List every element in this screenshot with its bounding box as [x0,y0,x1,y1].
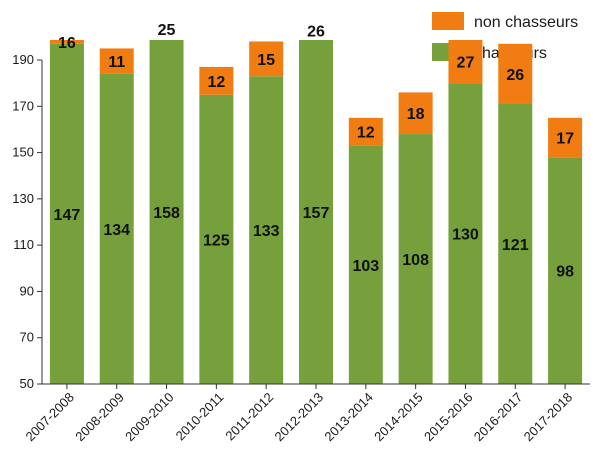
bar-segment-chasseurs [299,40,333,384]
bar-segment-non-chasseurs [49,40,84,44]
data-label: 11 [108,54,125,71]
bar-segment-chasseurs [498,103,533,384]
x-tick-label: 2010-2011 [173,390,227,444]
data-label: 26 [506,67,524,84]
data-label: 108 [402,252,429,269]
bar-segment-chasseurs [99,73,134,384]
data-label: 130 [452,227,479,244]
data-label: 26 [307,23,325,40]
y-tick-label: 150 [12,145,34,160]
bar-segment-non-chasseurs [348,117,383,146]
bar-segment-chasseurs [49,43,84,385]
y-tick-label: 110 [13,237,34,252]
x-tick-label: 2012-2013 [272,390,327,445]
legend-item: non chasseurs [432,12,578,31]
y-tick-label: 70 [20,330,34,345]
bar-group: 157 26 [299,23,333,384]
x-tick-label: 2008-2009 [72,390,127,445]
x-tick-label: 2017-2018 [521,390,576,445]
bar-group: 133 15 [249,41,284,384]
bar-group: 121 26 [498,43,533,384]
bar-segment-chasseurs [348,145,383,384]
data-label: 12 [357,125,375,142]
bar-segment-non-chasseurs [448,40,483,84]
bar-segment-non-chasseurs [199,66,234,95]
y-axis: 50 70 90 110 130 150 170 190 [12,52,43,391]
bar-segment-chasseurs [448,83,483,385]
data-label: 147 [54,207,81,224]
data-label: 18 [407,106,425,123]
bar-segment-chasseurs [149,40,184,384]
bar-segment-non-chasseurs [398,92,433,135]
bar-group: 125 12 [199,66,234,384]
y-tick-label: 130 [12,191,34,206]
data-label: 125 [203,232,230,249]
x-tick-label: 2011-2012 [222,390,276,444]
data-label: 134 [103,222,130,239]
legend-label: non chasseurs [474,14,578,31]
x-tick-label: 2007-2008 [22,390,77,445]
data-label: 16 [58,35,76,52]
data-label: 98 [556,264,574,281]
x-tick-label: 2016-2017 [471,390,526,445]
data-label: 12 [207,74,225,91]
data-label: 25 [158,22,176,39]
data-label: 133 [253,223,280,240]
bar-segment-chasseurs [548,157,583,384]
bar-group: 103 12 [348,117,383,384]
data-label: 157 [303,205,330,222]
data-label: 27 [457,55,475,72]
data-label: 121 [502,237,529,254]
data-label: 17 [556,131,574,148]
bar-group: 108 18 [398,92,433,384]
y-tick-label: 170 [12,98,34,113]
x-tick-label: 2009-2010 [122,390,177,445]
bar-segment-non-chasseurs [548,117,583,158]
legend-swatch [432,12,464,30]
bar-segment-chasseurs [398,134,433,384]
x-axis: 2007-20082008-20092009-20102010-20112011… [22,383,590,445]
y-tick-label: 190 [12,52,34,67]
y-tick-label: 50 [20,376,34,391]
x-tick-label: 2013-2014 [321,390,376,445]
bars: 147 16 134 11 158 25 125 12 133 15 157 26 103 12 108 18… [49,22,583,385]
bar-group: 134 11 [99,48,134,384]
bar-segment-non-chasseurs [498,43,533,104]
bar-segment-chasseurs [199,94,234,384]
bar-segment-chasseurs [249,76,284,384]
bar-segment-non-chasseurs [99,48,134,74]
data-label: 103 [352,258,379,275]
x-tick-label: 2015-2016 [421,390,476,445]
bar-segment-non-chasseurs [249,41,284,77]
bar-group: 158 25 [149,22,184,384]
y-tick-label: 90 [20,283,34,298]
data-label: 15 [257,52,275,69]
data-label: 158 [153,205,180,222]
bar-group: 147 16 [49,35,84,385]
x-tick-label: 2014-2015 [371,390,426,445]
bar-group: 98 17 [548,117,583,384]
bar-group: 130 27 [448,40,483,385]
